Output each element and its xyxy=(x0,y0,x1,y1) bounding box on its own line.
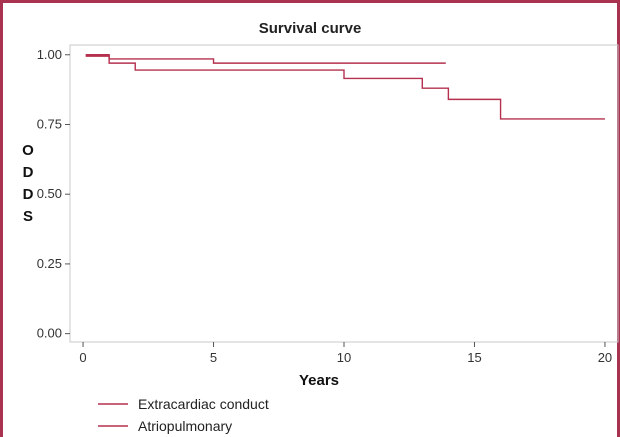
series-line-1 xyxy=(85,54,446,64)
y-tick-label: 0.00 xyxy=(37,326,62,341)
y-tick-label: 0.75 xyxy=(37,116,62,131)
y-tick-label: 0.50 xyxy=(37,186,62,201)
x-tick-label: 15 xyxy=(467,350,481,365)
y-axis-title-letter: D xyxy=(23,164,34,181)
plot-area xyxy=(69,44,619,343)
y-tick-label: 1.00 xyxy=(37,47,62,62)
chart-title: Survival curve xyxy=(258,20,362,37)
x-tick-label: 10 xyxy=(337,350,351,365)
y-axis-title-letter: S xyxy=(23,208,33,225)
y-tick-label: 0.25 xyxy=(37,256,62,271)
legend-label: Atriopulmonary xyxy=(138,418,232,434)
series-line-2 xyxy=(85,55,605,120)
x-tick-label: 5 xyxy=(210,350,217,365)
x-axis-title: Years xyxy=(299,372,339,389)
y-axis-title-letter: D xyxy=(23,186,34,203)
x-tick-label: 20 xyxy=(598,350,612,365)
y-axis-title-letter: O xyxy=(22,142,34,159)
legend-label: Extracardiac conduct xyxy=(138,396,269,412)
x-tick-label: 0 xyxy=(79,350,86,365)
